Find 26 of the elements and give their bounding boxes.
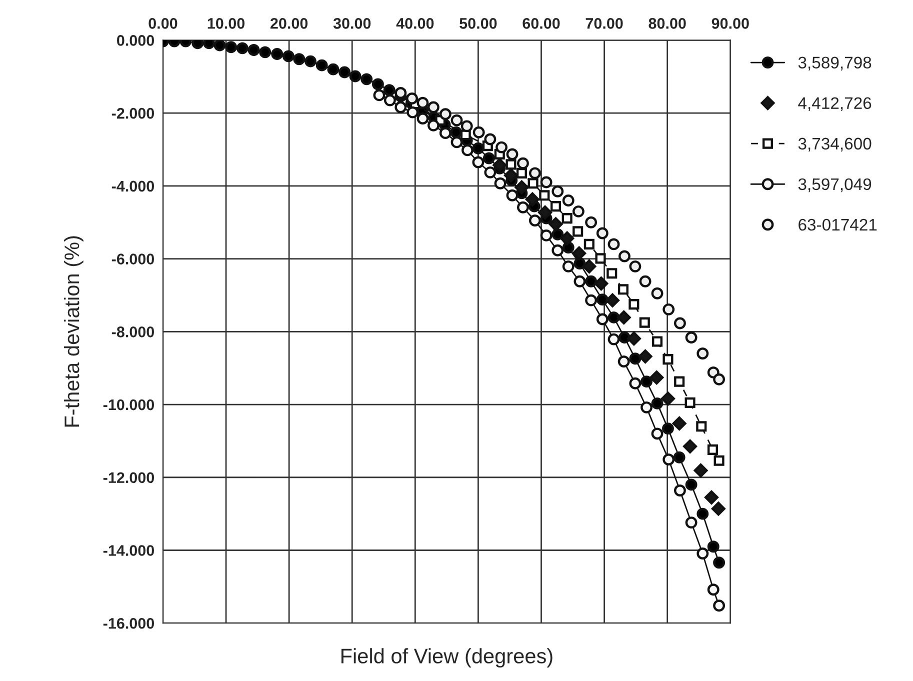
legend-label: 3,734,600 [798, 138, 872, 152]
y-axis-title: F-theta deviation (%) [64, 236, 84, 427]
x-tick-label: 80.00 [648, 18, 686, 29]
x-tick-label: 0.00 [148, 18, 178, 29]
x-axis-title: Field of View (degrees) [341, 648, 552, 668]
x-tick-label: 40.00 [396, 18, 434, 29]
y-tick-label: -4.000 [112, 180, 154, 192]
y-tick-label: -12.000 [103, 472, 154, 484]
x-tick-label: 60.00 [522, 18, 560, 29]
y-tick-label: -8.000 [112, 326, 154, 338]
y-tick-label: -14.000 [103, 545, 154, 556]
x-tick-label: 50.00 [460, 18, 497, 29]
legend-label: 3,589,798 [798, 56, 872, 70]
y-tick-label: -10.000 [103, 399, 154, 410]
legend-label: 3,597,049 [798, 178, 872, 192]
x-tick-label: 90.00 [712, 18, 749, 29]
x-tick-label: 10.00 [208, 18, 245, 29]
y-tick-label: -16.000 [103, 618, 154, 629]
y-tick-label: -6.000 [112, 254, 154, 264]
x-tick-label: 30.00 [333, 18, 371, 29]
y-tick-label: 0.000 [117, 35, 154, 46]
legend-label: 63-017421 [798, 218, 877, 231]
legend-label: 4,412,726 [798, 97, 872, 112]
x-tick-label: 70.00 [586, 18, 623, 29]
x-tick-label: 20.00 [270, 18, 308, 29]
y-tick-label: -2.000 [112, 108, 154, 119]
